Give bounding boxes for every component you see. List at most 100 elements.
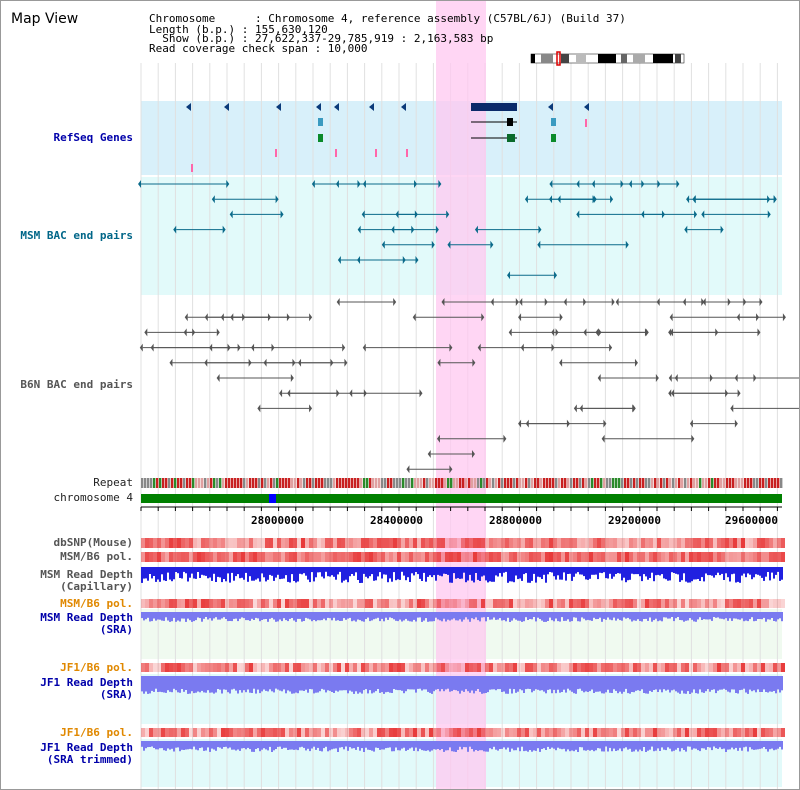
depth-bar	[233, 676, 235, 689]
polymorphism-cell	[157, 663, 161, 672]
polymorphism-cell	[285, 728, 289, 737]
depth-bar	[561, 741, 563, 750]
depth-bar	[503, 741, 505, 748]
bac-end	[275, 195, 279, 204]
repeat-element	[654, 478, 657, 488]
polymorphism-cell	[693, 728, 697, 737]
depth-bar	[613, 612, 615, 618]
polymorphism-cell	[357, 552, 361, 562]
polymorphism-cell	[565, 538, 569, 548]
polymorphism-cell	[645, 728, 649, 737]
depth-bar	[461, 676, 463, 691]
depth-bar	[259, 567, 261, 582]
polymorphism-cell	[349, 599, 353, 608]
depth-bar	[425, 676, 427, 690]
polymorphism-cell	[373, 663, 377, 672]
bac-end	[592, 195, 596, 204]
depth-bar	[211, 741, 213, 749]
track-label-msm-depth-cap-sub: (Capillary)	[60, 580, 133, 593]
depth-bar	[637, 741, 639, 752]
polymorphism-cell	[417, 538, 421, 548]
depth-bar	[781, 676, 783, 691]
track-label-jf1-depth-sra[interactable]: JF1 Read Depth	[40, 676, 133, 689]
depth-bar	[781, 567, 783, 580]
track-label-msm-b6-pol-1[interactable]: MSM/B6 pol.	[60, 550, 133, 563]
track-label-dbsnp[interactable]: dbSNP(Mouse)	[53, 536, 133, 549]
ideogram-band	[653, 54, 673, 63]
depth-bar	[147, 612, 149, 618]
depth-bar	[337, 741, 339, 752]
polymorphism-cell	[585, 538, 589, 548]
polymorphism-cell	[601, 538, 605, 548]
depth-bar	[601, 676, 603, 694]
repeat-element	[474, 478, 477, 488]
depth-bar	[153, 741, 155, 748]
depth-bar	[641, 567, 643, 582]
depth-bar	[171, 567, 173, 582]
track-label-msm-b6-pol-2[interactable]: MSM/B6 pol.	[60, 597, 133, 610]
bac-end	[474, 225, 478, 234]
repeat-element	[540, 478, 543, 488]
depth-bar	[305, 741, 307, 751]
depth-bar	[153, 612, 155, 619]
track-label-msm-depth-sra[interactable]: MSM Read Depth	[40, 611, 133, 624]
polymorphism-cell	[157, 538, 161, 548]
polymorphism-cell	[749, 552, 753, 562]
depth-bar	[593, 676, 595, 693]
depth-bar	[569, 741, 571, 752]
polymorphism-cell	[405, 552, 409, 562]
polymorphism-cell	[329, 538, 333, 548]
polymorphism-cell	[389, 663, 393, 672]
track-label-jf1-b6-pol-2[interactable]: JF1/B6 pol.	[60, 726, 133, 739]
polymorphism-cell	[453, 728, 457, 737]
depth-bar	[711, 741, 713, 751]
depth-bar	[727, 676, 729, 692]
depth-bar	[543, 567, 545, 575]
track-label-b6n-bac[interactable]: B6N BAC end pairs	[20, 378, 133, 391]
depth-bar	[635, 612, 637, 621]
depth-bar	[225, 612, 227, 619]
track-label-refseq[interactable]: RefSeq Genes	[53, 131, 133, 144]
bac-end	[628, 180, 632, 188]
depth-bar	[163, 741, 165, 751]
track-label-msm-bac[interactable]: MSM BAC end pairs	[20, 229, 133, 242]
polymorphism-cell	[473, 728, 477, 737]
depth-bar	[741, 567, 743, 576]
depth-bar	[295, 612, 297, 622]
depth-bar	[765, 567, 767, 577]
polymorphism-cell	[737, 552, 741, 562]
track-label-repeat[interactable]: Repeat	[93, 476, 133, 489]
polymorphism-cell	[517, 538, 521, 548]
polymorphism-cell	[525, 538, 529, 548]
polymorphism-cell	[305, 599, 309, 608]
depth-bar	[351, 567, 353, 574]
depth-bar	[313, 676, 315, 694]
depth-bar	[297, 676, 299, 694]
track-label-msm-depth-cap[interactable]: MSM Read Depth	[40, 568, 133, 581]
depth-bar	[381, 612, 383, 619]
depth-bar	[345, 612, 347, 620]
polymorphism-cell	[213, 663, 217, 672]
polymorphism-cell	[489, 599, 493, 608]
depth-bar	[571, 567, 573, 581]
depth-bar	[417, 567, 419, 575]
depth-bar	[385, 741, 387, 749]
polymorphism-cell	[149, 663, 153, 672]
depth-bar	[273, 567, 275, 581]
depth-bar	[175, 676, 177, 691]
bac-end	[279, 389, 283, 398]
depth-bar	[155, 567, 157, 582]
track-label-jf1-b6-pol-1[interactable]: JF1/B6 pol.	[60, 661, 133, 674]
polymorphism-cell	[317, 663, 321, 672]
depth-bar	[523, 676, 525, 693]
polymorphism-cell	[225, 599, 229, 608]
track-label-jf1-depth-trim[interactable]: JF1 Read Depth	[40, 741, 133, 754]
polymorphism-cell	[641, 663, 645, 672]
polymorphism-cell	[413, 663, 417, 672]
polymorphism-cell	[693, 663, 697, 672]
depth-bar	[257, 612, 259, 619]
track-label-chromosome[interactable]: chromosome 4	[53, 491, 133, 504]
depth-bar	[299, 612, 301, 619]
depth-bar	[591, 567, 593, 575]
